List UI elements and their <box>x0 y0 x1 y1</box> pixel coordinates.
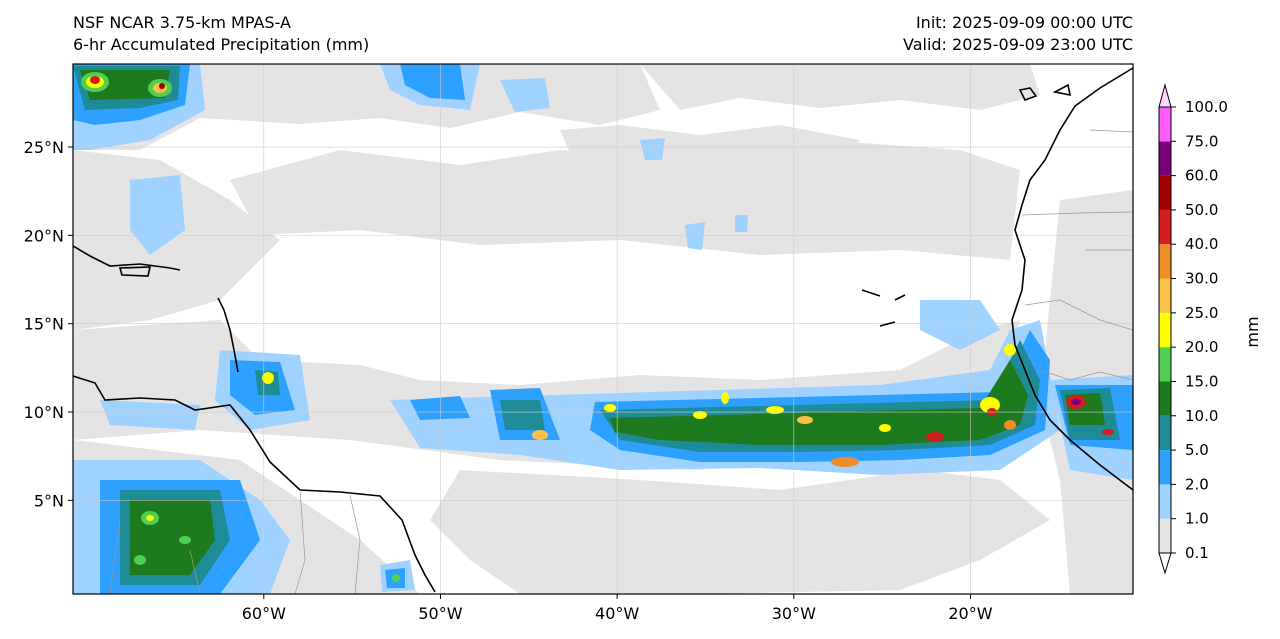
colorbar-level-label: 30.0 <box>1185 270 1218 288</box>
colorbar-unit: mm <box>1243 316 1262 347</box>
lat-tick-label: 5°N <box>34 491 64 510</box>
lat-tick-label: 15°N <box>24 315 64 334</box>
colorbar-segment <box>1159 278 1171 313</box>
lon-tick-label: 40°W <box>595 604 639 623</box>
colorbar-segment <box>1159 141 1171 176</box>
colorbar-segment <box>1159 347 1171 382</box>
graticule <box>73 64 1133 594</box>
lat-tick-label: 20°N <box>24 226 64 245</box>
colorbar-level-label: 25.0 <box>1185 304 1218 322</box>
lat-tick-label: 25°N <box>24 138 64 157</box>
latitude-ticks: 5°N 10°N 15°N 20°N 25°N <box>24 138 73 510</box>
colorbar-segment <box>1159 450 1171 485</box>
colorbar-min-extend <box>1158 552 1172 575</box>
colorbar-level-label: 0.1 <box>1185 544 1209 562</box>
colorbar-segment <box>1159 244 1171 279</box>
colorbar-level-label: 50.0 <box>1185 201 1218 219</box>
map-frame <box>72 63 1134 595</box>
colorbar-level-label: 100.0 <box>1185 98 1228 116</box>
lon-tick-label: 50°W <box>418 604 462 623</box>
colorbar-level-label: 2.0 <box>1185 475 1209 493</box>
colorbar-level-label: 60.0 <box>1185 167 1218 185</box>
colorbar-level-label: 20.0 <box>1185 338 1218 356</box>
colorbar-segment <box>1159 209 1171 245</box>
colorbar-level-label: 15.0 <box>1185 372 1218 390</box>
colorbar-level-label: 10.0 <box>1185 407 1218 425</box>
colorbar-segment <box>1159 381 1171 416</box>
lon-tick-label: 60°W <box>242 604 286 623</box>
country-borders <box>109 129 1133 594</box>
init-time: Init: 2025-09-09 00:00 UTC <box>915 13 1133 32</box>
colorbar-segment <box>1159 518 1171 553</box>
colorbar-segment <box>1159 415 1171 451</box>
model-title: NSF NCAR 3.75-km MPAS-A <box>73 13 291 32</box>
valid-time: Valid: 2025-09-09 23:00 UTC <box>902 35 1133 54</box>
colorbar-segment <box>1159 484 1171 519</box>
coastlines <box>73 67 1133 593</box>
field-title: 6-hr Accumulated Precipitation (mm) <box>73 35 370 54</box>
colorbar-segment <box>1159 312 1171 348</box>
colorbar: 0.1 1.0 2.0 5.0 10.0 15.0 20.0 25.0 30.0 40.0 50.0… <box>1158 83 1228 575</box>
longitude-ticks: 60°W 50°W 40°W 30°W 20°W <box>242 594 993 623</box>
colorbar-level-label: 75.0 <box>1185 132 1218 150</box>
lon-tick-label: 30°W <box>772 604 816 623</box>
colorbar-level-label: 40.0 <box>1185 235 1218 253</box>
colorbar-segment <box>1159 107 1171 142</box>
colorbar-frame <box>1158 106 1172 554</box>
colorbar-segment <box>1159 175 1171 210</box>
colorbar-level-label: 1.0 <box>1185 510 1209 528</box>
lon-tick-label: 20°W <box>948 604 992 623</box>
precip-intense-cores <box>81 72 1114 582</box>
lat-tick-label: 10°N <box>24 403 64 422</box>
colorbar-max-extend <box>1158 83 1172 108</box>
colorbar-level-label: 5.0 <box>1185 441 1209 459</box>
